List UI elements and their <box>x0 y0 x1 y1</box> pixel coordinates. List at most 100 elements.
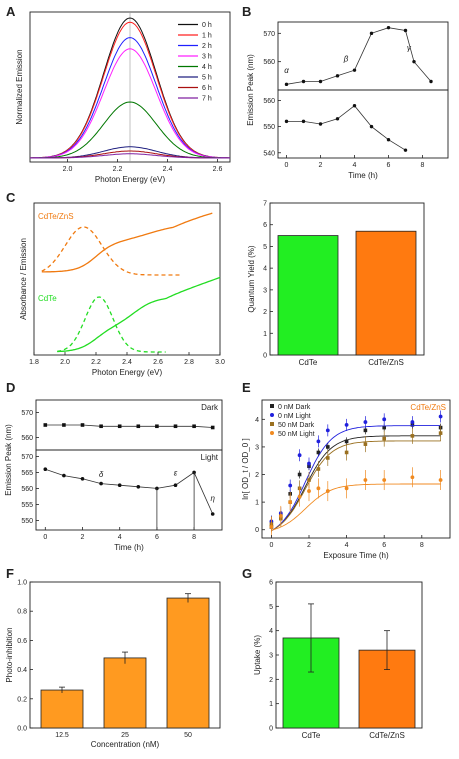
panel-b-top-point <box>352 68 357 72</box>
panel-c-x-axis-label: Photon Energy (eV) <box>92 368 163 377</box>
panel-c-cdtezns-absorbance <box>41 212 213 273</box>
panel-b-xtick-label: 0 <box>285 162 289 169</box>
panel-d-xtick-label: 4 <box>118 534 122 541</box>
panel-d-bottom-condition-label: Light <box>201 453 219 462</box>
panel-b-top-point <box>284 82 289 87</box>
panel-e-point <box>325 428 330 433</box>
panel-e-point <box>382 436 386 441</box>
panel-d-top-line <box>45 424 213 428</box>
panel-f-ytick-label: 0.6 <box>17 638 27 645</box>
panel-d-top-ytick-label: 570 <box>21 410 33 417</box>
panel-g-ytick-label: 6 <box>269 580 273 587</box>
panel-label-g: G <box>242 566 252 581</box>
panel-d-bottom-ytick-label: 560 <box>21 486 33 493</box>
panel-b-xtick-label: 6 <box>387 162 391 169</box>
panel-c2-ytick-label: 0 <box>263 353 267 360</box>
panel-e-point <box>297 453 302 458</box>
panel-b-xtick-label: 4 <box>353 162 357 169</box>
panel-g-ytick-label: 2 <box>269 677 273 684</box>
panel-f-category-label: 50 <box>184 732 192 739</box>
panel-a-legend-label: 7 h <box>202 96 212 103</box>
panel-d-y-axis-label: Emission Peak (nm) <box>4 424 13 496</box>
panel-a-emission-spectra: 0 h 1 h 2 h 3 h 4 h 5 h 6 h 7 h 2.0 2.2 2.4 2.6 Phot… <box>15 11 231 184</box>
panel-e-xtick-label: 8 <box>420 542 424 549</box>
panel-f-category-label: 25 <box>121 732 129 739</box>
panel-a-legend-label: 2 h <box>202 43 212 50</box>
panel-e-point <box>344 439 349 444</box>
panel-a-legend-label: 6 h <box>202 85 212 92</box>
panel-d-annotation: η <box>210 494 215 503</box>
panel-label-c: C <box>6 190 16 205</box>
panel-g-ytick-label: 0 <box>269 726 273 733</box>
panel-c-xtick-label: 3.0 <box>215 359 225 366</box>
panel-b-bottom-point <box>284 119 289 124</box>
panel-g-ytick-label: 3 <box>269 653 273 660</box>
panel-d-bottom-ytick-label: 555 <box>21 502 33 509</box>
panel-b-bottom-point <box>335 117 340 121</box>
panel-e-point <box>363 442 368 446</box>
panel-b-bottom-point <box>352 103 357 108</box>
panel-d-bottom-point <box>99 481 103 486</box>
panel-e-point <box>316 467 321 471</box>
panel-d-top-point <box>155 424 159 429</box>
panel-a-curve-3h <box>30 48 230 159</box>
panel-f-category-label: 12.5 <box>55 732 69 739</box>
panel-c-cdtezns-emission <box>41 226 182 276</box>
panel-a-legend-label: 0 h <box>202 22 212 29</box>
panel-e-point <box>438 414 443 419</box>
panel-e-xtick-label: 4 <box>345 542 349 549</box>
panel-b-xtick-label: 2 <box>319 162 323 169</box>
panel-a-legend-label: 5 h <box>202 75 212 82</box>
panel-e-point <box>410 420 415 424</box>
panel-b-bottom-ytick-label: 540 <box>263 150 275 157</box>
panel-b-top-point <box>301 79 306 84</box>
panel-c2-bar <box>355 230 417 356</box>
panel-b-top-point <box>386 25 391 30</box>
panel-e-point <box>288 483 293 488</box>
panel-g-ytick-label: 1 <box>269 701 273 708</box>
panel-c2-ytick-label: 5 <box>263 244 267 251</box>
panel-e-xtick-label: 0 <box>269 542 273 549</box>
panel-g-category-label: CdTe <box>302 731 321 740</box>
panel-c-absorbance-emission: CdTe/ZnS CdTe 1.8 2.0 2.2 2.4 2.6 2.8 3.0 Photon … <box>19 202 225 377</box>
panel-d-xtick-label: 8 <box>192 534 196 541</box>
panel-b-top-point <box>335 74 340 78</box>
panel-a-xtick-label: 2.6 <box>213 166 223 173</box>
panel-e-point <box>344 486 349 491</box>
panel-e-fit-1 <box>271 425 441 532</box>
panel-d-xtick-label: 2 <box>81 534 85 541</box>
panel-c-cdte-emission <box>57 296 166 353</box>
panel-a-curve-1h <box>30 21 230 159</box>
panel-b-top-line <box>286 27 432 85</box>
panel-e-ytick-label: 1 <box>255 500 259 507</box>
panel-b-emission-peak: 560 570 α β γ 540 550 560 0 2 4 6 8 Time (h) Emission … <box>246 21 449 180</box>
panel-e-point <box>316 450 321 455</box>
panel-e-xtick-label: 6 <box>382 542 386 549</box>
panel-c-xtick-label: 2.4 <box>122 359 132 366</box>
panel-a-x-axis-label: Photon Energy (eV) <box>95 175 166 184</box>
panel-c-xtick-label: 1.8 <box>29 359 39 366</box>
panel-label-a: A <box>6 4 16 19</box>
panel-e-point <box>326 445 330 449</box>
panel-f-photo-inhibition: 0.0 0.2 0.4 0.6 0.8 1.0 12.5 25 50 Concentration … <box>5 580 221 749</box>
panel-d-xtick-label: 6 <box>155 534 159 541</box>
panel-e-point <box>382 478 387 482</box>
panel-e-point <box>363 428 368 433</box>
panel-c-xtick-label: 2.6 <box>153 359 163 366</box>
panel-c2-y-axis-label: Quantum Yield (%) <box>247 245 256 312</box>
panel-e-point <box>438 431 443 435</box>
panel-label-b: B <box>242 4 251 19</box>
panel-b-bottom-point <box>318 122 323 126</box>
panel-a-xtick-label: 2.2 <box>113 166 123 173</box>
panel-e-frame <box>261 399 451 539</box>
panel-f-bar <box>103 657 147 729</box>
panel-e-point <box>307 461 311 466</box>
panel-g-uptake: 0 1 2 3 4 5 6 CdTe CdTe/ZnS Uptake (%) <box>253 580 423 740</box>
panel-b-top-point <box>369 31 374 36</box>
panel-g-category-label: CdTe/ZnS <box>369 731 405 740</box>
panel-d-top-point <box>192 424 196 429</box>
panel-g-ytick-label: 4 <box>269 628 273 635</box>
panel-a-legend-label: 3 h <box>202 54 212 61</box>
panel-c2-frame <box>269 202 425 356</box>
